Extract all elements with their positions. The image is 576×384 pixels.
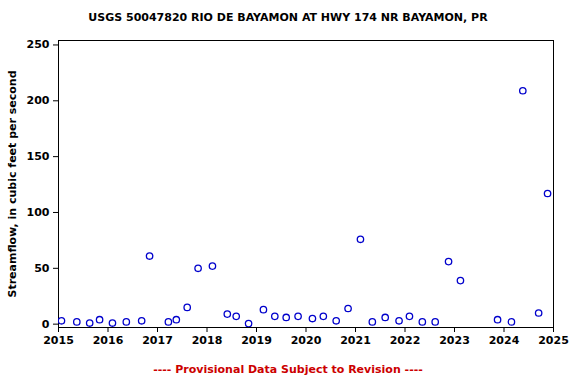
- svg-text:Streamflow, in cubic feet per: Streamflow, in cubic feet per second: [6, 70, 19, 297]
- svg-text:2023: 2023: [439, 334, 470, 347]
- svg-text:2016: 2016: [93, 334, 124, 347]
- svg-text:2017: 2017: [142, 334, 173, 347]
- html-text:---- Provisional Data Subject: ---- Provisional Data Subject to Revisio…: [153, 363, 423, 376]
- svg-text:2015: 2015: [43, 334, 74, 347]
- svg-text:2025: 2025: [538, 334, 569, 347]
- svg-text:200: 200: [27, 94, 50, 107]
- svg-text:250: 250: [27, 38, 50, 51]
- svg-text:0: 0: [42, 318, 50, 331]
- svg-text:2021: 2021: [340, 334, 371, 347]
- svg-text:2022: 2022: [390, 334, 421, 347]
- svg-text:2020: 2020: [291, 334, 322, 347]
- svg-text:50: 50: [34, 262, 50, 275]
- svg-text:2019: 2019: [241, 334, 272, 347]
- svg-text:2018: 2018: [192, 334, 223, 347]
- html-text:USGS 50047820 RIO DE BAYAMON A: USGS 50047820 RIO DE BAYAMON AT HWY 174 …: [88, 11, 488, 24]
- svg-text:2024: 2024: [489, 334, 520, 347]
- svg-text:100: 100: [27, 206, 50, 219]
- svg-text:150: 150: [27, 150, 50, 163]
